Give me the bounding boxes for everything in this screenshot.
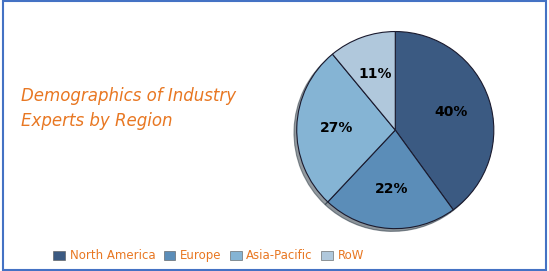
Legend: North America, Europe, Asia-Pacific, RoW: North America, Europe, Asia-Pacific, RoW: [53, 249, 364, 262]
Text: 27%: 27%: [320, 121, 353, 135]
Wedge shape: [333, 31, 395, 130]
Text: 40%: 40%: [435, 105, 468, 119]
Wedge shape: [395, 31, 494, 210]
Text: 11%: 11%: [358, 67, 392, 82]
Wedge shape: [328, 130, 453, 229]
Text: 22%: 22%: [375, 182, 408, 196]
Text: Demographics of Industry
Experts by Region: Demographics of Industry Experts by Regi…: [21, 87, 236, 130]
Wedge shape: [297, 54, 395, 202]
